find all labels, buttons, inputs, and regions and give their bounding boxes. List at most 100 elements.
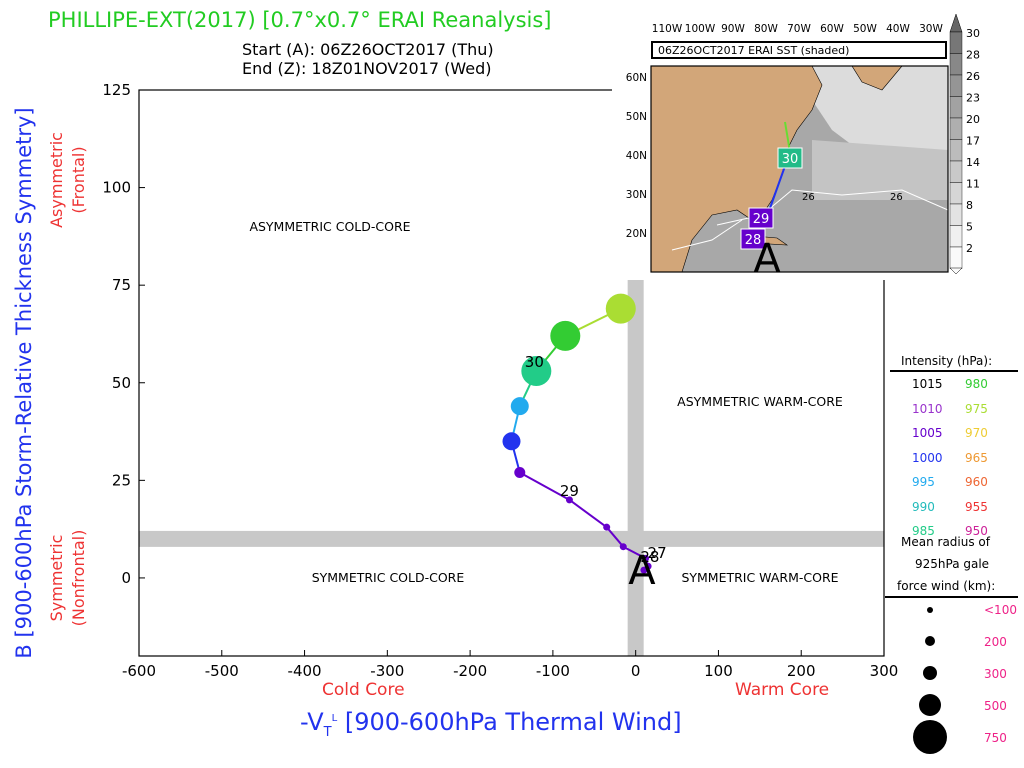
- track-point: [619, 543, 627, 551]
- isotherm-label: 26: [802, 192, 815, 203]
- sst-26-isotherm-2: [671, 219, 743, 251]
- inset-title-box: [651, 41, 947, 59]
- end-time-label: End (Z): 18Z01NOV2017 (Wed): [242, 59, 492, 78]
- radius-legend-item: <100: [984, 603, 1017, 617]
- colorbar-swatch: [949, 160, 963, 183]
- x-axis-label: -VTL [900-600hPa Thermal Wind]: [300, 708, 682, 740]
- longitude-label: 110W: [652, 23, 683, 35]
- x-tick-label: 0: [631, 662, 641, 680]
- asymmetric-cold-core-label: ASYMMETRIC COLD-CORE: [249, 219, 410, 234]
- x-tick-label: -200: [453, 662, 487, 680]
- inset-title: 06Z26OCT2017 ERAI SST (shaded): [658, 44, 849, 57]
- symmetric-cold-core-label: SYMMETRIC COLD-CORE: [312, 570, 465, 585]
- inset-track-day-box: [777, 147, 803, 169]
- x-tick-label: -100: [536, 662, 570, 680]
- radius-legend-title-3: force wind (km):: [897, 579, 996, 593]
- inset-track-segment: [784, 121, 791, 153]
- cold-core-label: Cold Core: [322, 680, 405, 700]
- intensity-legend-item: 1005: [912, 426, 943, 440]
- horizontal-reference-band: [139, 530, 884, 547]
- longitude-label: 80W: [754, 23, 778, 35]
- x-tick-label: -500: [205, 662, 239, 680]
- legend-radius-dot-500: [919, 694, 941, 716]
- x-tick-label: 200: [787, 662, 816, 680]
- track-point: [502, 432, 521, 451]
- radius-legend-title-2: 925hPa gale: [915, 557, 990, 571]
- inset-track-day-box: [748, 207, 774, 229]
- y-tick-label: 50: [112, 374, 131, 392]
- track-point: [644, 562, 652, 570]
- track-point: [514, 467, 526, 479]
- y-tick-label: 100: [102, 179, 131, 197]
- latitude-label: 20N: [626, 228, 647, 240]
- day-label: 29: [560, 482, 579, 500]
- inset-start-marker: A: [753, 236, 781, 280]
- asymmetric-warm-core-label: ASYMMETRIC WARM-CORE: [677, 394, 843, 409]
- sst-cool-ocean: [812, 66, 948, 170]
- y-axis-ticks: 0 25 50 75 100 125: [102, 81, 145, 587]
- radius-legend-item: 300: [984, 667, 1007, 681]
- colorbar-label: 20: [966, 113, 980, 126]
- longitude-label: 70W: [787, 23, 811, 35]
- longitude-label: 100W: [685, 23, 716, 35]
- inset-track-day-label: 29: [753, 212, 770, 227]
- track-segment: [568, 499, 608, 528]
- colorbar-swatch: [949, 74, 963, 97]
- warm-core-label: Warm Core: [735, 680, 830, 700]
- track-point: [605, 293, 636, 324]
- radius-legend-item: 500: [984, 699, 1007, 713]
- colorbar-swatch: [949, 117, 963, 140]
- intensity-legend-item: 990: [912, 499, 935, 514]
- intensity-legend-item: 960: [965, 475, 988, 489]
- y-axis-label: B [900-600hPa Storm-Relative Thickness S…: [12, 107, 36, 658]
- symmetric-side-label: Symmetric: [47, 535, 66, 622]
- track-segment: [605, 526, 625, 548]
- colorbar-label: 2: [966, 242, 973, 255]
- track-point: [642, 554, 650, 562]
- colorbar-label: 11: [966, 178, 980, 191]
- latitude-label: 30N: [626, 189, 647, 201]
- asymmetric-side-label: Asymmetric: [47, 132, 66, 228]
- colorbar-label: 26: [966, 70, 980, 83]
- x-tick-label: 100: [704, 662, 733, 680]
- x-tick-label: -600: [122, 662, 156, 680]
- x-tick-label: -300: [370, 662, 404, 680]
- intensity-legend-title: Intensity (hPa):: [901, 354, 993, 368]
- day-label: 27: [648, 544, 667, 562]
- longitude-label: 30W: [919, 23, 943, 35]
- nonfrontal-side-label: (Nonfrontal): [69, 530, 88, 627]
- latitude-label: 40N: [626, 150, 647, 162]
- track-point: [603, 523, 611, 531]
- frontal-side-label: (Frontal): [69, 146, 88, 213]
- latitude-label: 60N: [626, 72, 647, 84]
- sst-mid-ocean: [812, 140, 948, 200]
- track-point: [521, 356, 552, 387]
- colorbar-swatch: [949, 182, 963, 205]
- intensity-legend-item: 955: [965, 499, 988, 514]
- colorbar-swatch: [949, 225, 963, 248]
- x-tick-label: -400: [288, 662, 322, 680]
- inset-isotherm-labels: 26 26: [802, 192, 903, 203]
- x-axis-ticks: -600 -500 -400 -300 -200 -100 0 100 200 300: [122, 650, 898, 680]
- radius-legend-item: 750: [984, 731, 1007, 745]
- colorbar-swatch: [949, 203, 963, 226]
- inset-colorbar: 30 28 26 23 20 17 14 11 8 5 2: [949, 13, 980, 275]
- day-label: 28: [640, 548, 659, 566]
- intensity-legend-item: 995: [912, 475, 935, 489]
- intensity-legend-item: 1010: [912, 401, 943, 416]
- symmetric-warm-core-label: SYMMETRIC WARM-CORE: [681, 570, 838, 585]
- radius-legend-title-1: Mean radius of: [901, 535, 990, 549]
- inset-track: 30 29 28A: [740, 121, 803, 280]
- start-marker-label: A: [628, 548, 656, 594]
- inset-track-day-label: 28: [745, 233, 762, 248]
- colorbar-label: 30: [966, 27, 980, 40]
- intensity-legend-item: 970: [965, 426, 988, 440]
- track-point: [550, 320, 581, 351]
- longitude-label: 60W: [820, 23, 844, 35]
- chart-title: PHILLIPE-EXT(2017) [0.7°x0.7° ERAI Reana…: [48, 8, 552, 32]
- track-segment: [519, 471, 570, 501]
- colorbar-swatch: [949, 31, 963, 54]
- colorbar-label: 28: [966, 49, 980, 62]
